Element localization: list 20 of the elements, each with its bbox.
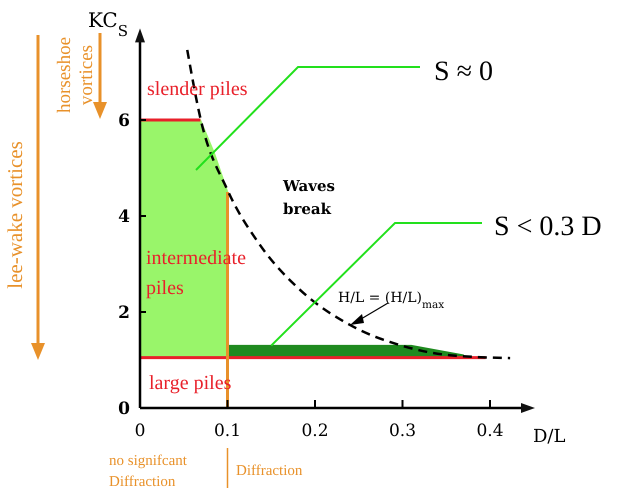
text: Diffraction [236, 463, 303, 479]
x-tick-label: 0 [134, 421, 146, 441]
y-tick-label: 4 [118, 207, 130, 227]
text: horseshoe vortices [54, 37, 97, 113]
x-tick-label: 0.2 [301, 421, 329, 441]
annotation: Waves break [282, 177, 335, 218]
y-tick-label: 0 [118, 399, 130, 419]
annotation: S ≈ 0 [434, 56, 493, 87]
y-axis-title: KC$_{S}$ [88, 8, 128, 40]
x-tick-label: 0.3 [388, 421, 416, 441]
x-tick-label: 0.4 [476, 421, 504, 441]
text: no signifcant Diffraction [109, 453, 188, 490]
y-tick-label: 6 [118, 111, 130, 131]
annotation: S < 0.3 D [494, 211, 602, 242]
annotation: slender piles [147, 78, 248, 100]
x-axis-title: D/L [533, 426, 566, 447]
text: lee-wake vortices [3, 141, 27, 289]
annotation: H/L = (H/L)$_{max}$ [338, 290, 444, 311]
y-tick-label: 2 [118, 303, 130, 323]
x-tick-label: 0.1 [214, 421, 242, 441]
